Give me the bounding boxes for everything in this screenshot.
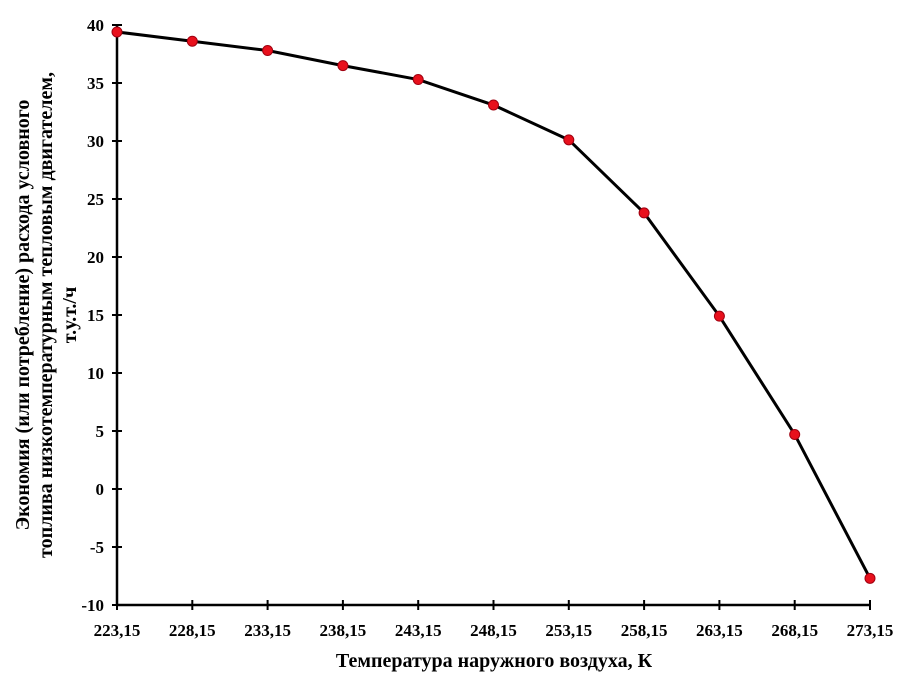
series-line [116, 30, 872, 580]
x-tick-label: 263,15 [696, 621, 743, 640]
y-tick-label: 25 [87, 190, 104, 209]
data-point [638, 207, 650, 219]
data-point [412, 74, 424, 86]
y-axis-label-line-2: топлива низкотемпературным тепловым двиг… [35, 72, 57, 558]
x-tick-label: 273,15 [847, 621, 894, 640]
data-point [186, 35, 198, 47]
y-tick-label: 15 [87, 306, 104, 325]
x-tick-label: 258,15 [621, 621, 668, 640]
data-point [111, 26, 123, 38]
y-tick-label: 40 [87, 16, 104, 35]
x-axis-label: Температура наружного воздуха, К [336, 650, 653, 672]
y-axis-label-line-1: Экономия (или потребление) расхода услов… [12, 100, 34, 531]
y-tick-label: 0 [96, 480, 105, 499]
x-tick-label: 233,15 [244, 621, 291, 640]
y-tick-label: -5 [90, 538, 104, 557]
y-tick-label: 20 [87, 248, 104, 267]
y-axis-label: Экономия (или потребление) расхода услов… [12, 72, 81, 558]
x-tick-label: 248,15 [470, 621, 517, 640]
y-tick-label: 5 [96, 422, 105, 441]
x-tick-label: 223,15 [94, 621, 141, 640]
y-tick-label: -10 [81, 596, 104, 615]
y-tick-label: 10 [87, 364, 104, 383]
x-tick-label: 253,15 [545, 621, 592, 640]
data-point [337, 60, 349, 72]
y-tick-label: 35 [87, 74, 104, 93]
x-tick-label: 228,15 [169, 621, 216, 640]
x-tick-label: 243,15 [395, 621, 442, 640]
data-point [864, 572, 876, 584]
data-point [713, 310, 725, 322]
data-point [789, 428, 801, 440]
x-tick-label: 268,15 [771, 621, 818, 640]
y-axis-label-line-3: т.у.т./ч [59, 287, 81, 343]
data-point [262, 45, 274, 57]
data-point [563, 134, 575, 146]
y-tick-label: 30 [87, 132, 104, 151]
x-tick-label: 238,15 [320, 621, 367, 640]
data-point [488, 99, 499, 111]
